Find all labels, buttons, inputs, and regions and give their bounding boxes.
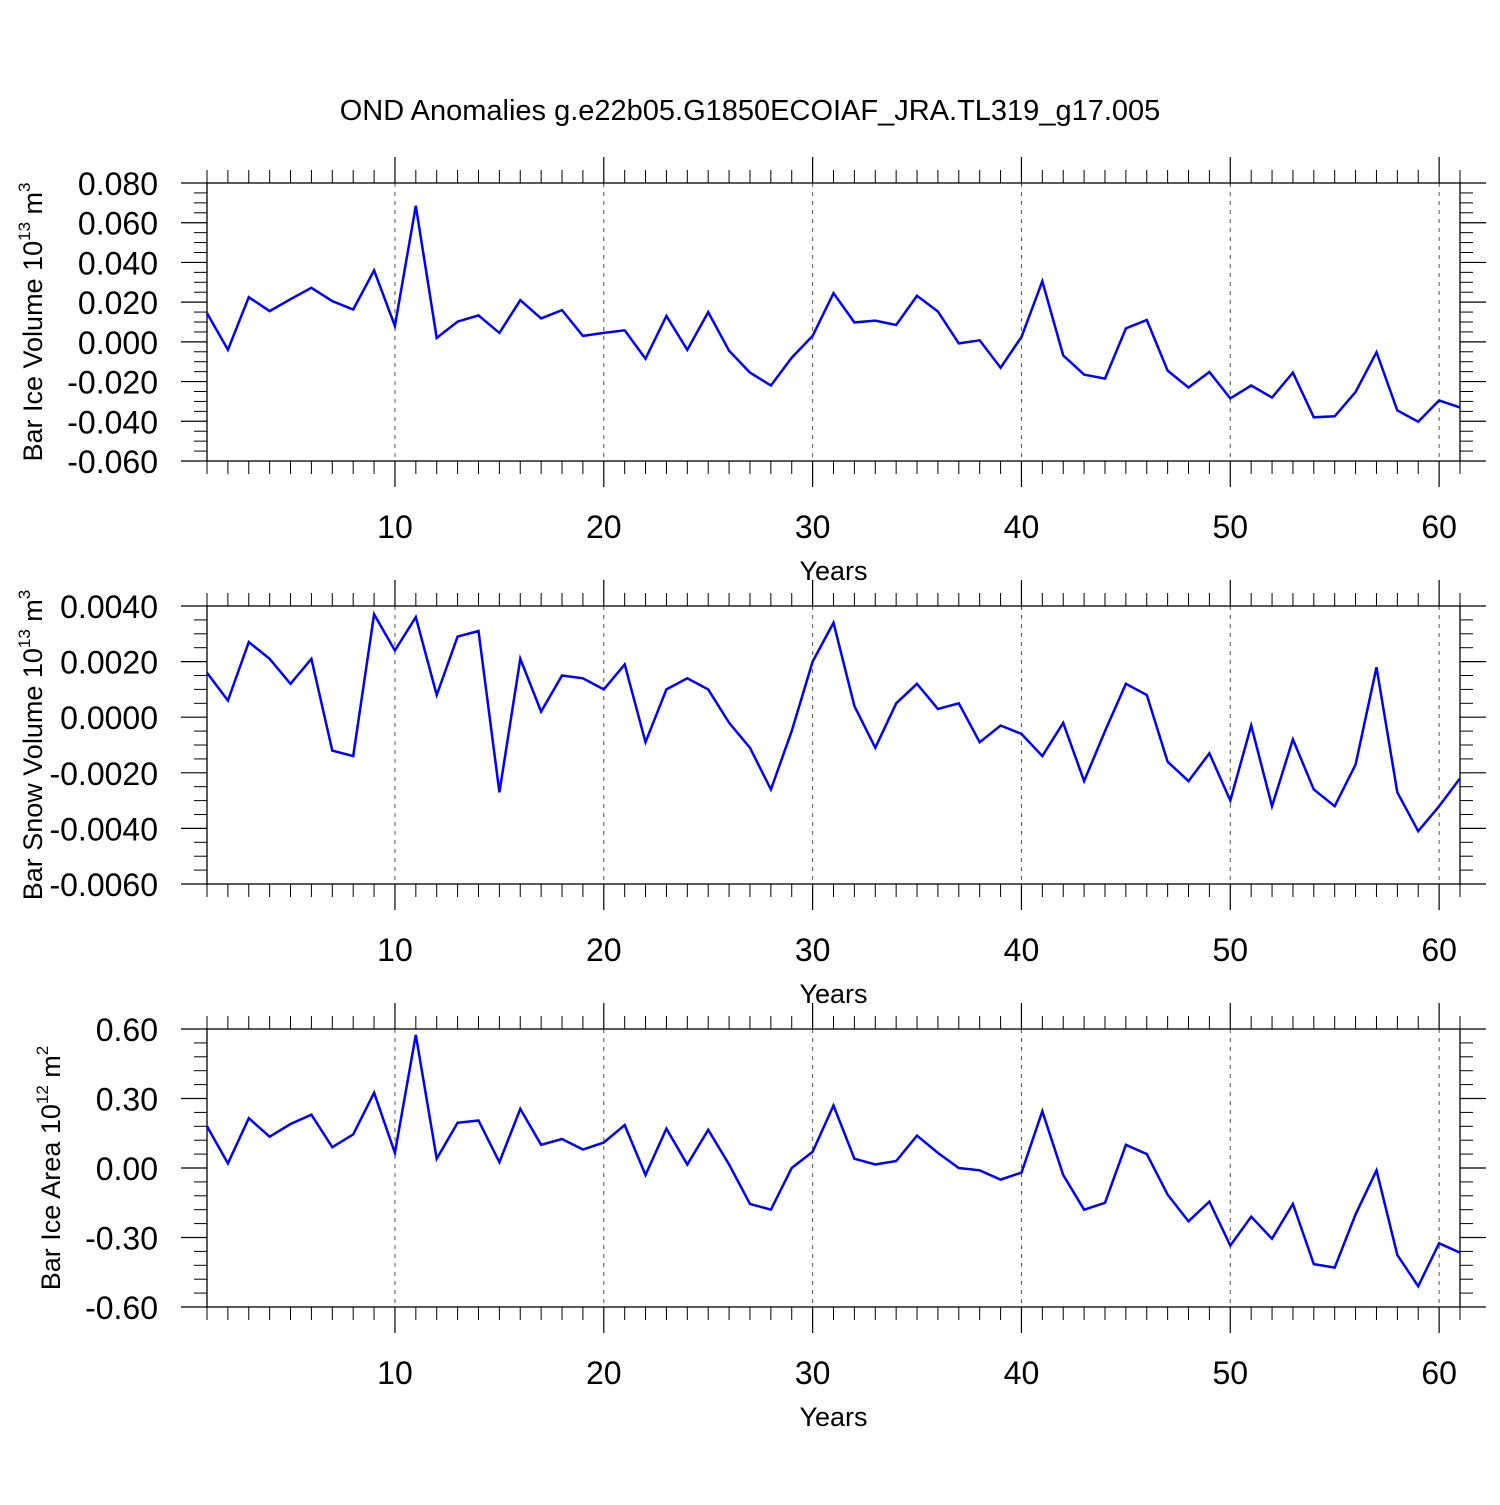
y-axis-title-part: Bar Snow Volume 10: [18, 648, 48, 900]
y-axis-title-part: m: [36, 1055, 66, 1085]
y-tick-label: 0.020: [78, 285, 158, 321]
panel-3: 10 20 30 40 50 60 -0.60 -0.30 0.00 0.30 0.60 Years B…: [33, 1003, 1486, 1432]
x-tick-label: 60: [1421, 1355, 1457, 1391]
plot-frame: [206, 605, 1461, 885]
x-tick-label: 30: [795, 509, 831, 545]
y-axis-title-part: Bar Ice Area 10: [36, 1104, 66, 1290]
y-tick-label: 0.30: [96, 1082, 158, 1118]
y-axis-title-part: m: [18, 599, 48, 629]
y-tick-label: -0.0020: [49, 756, 158, 792]
x-tick-label: 40: [1004, 1355, 1040, 1391]
chart-title: OND Anomalies g.e22b05.G1850ECOIAF_JRA.T…: [340, 95, 1161, 127]
panels: 10 20 30 40 50 60 -0.060 -0.040-0.020 0.000 0.020…: [15, 157, 1486, 1432]
data-line: [206, 610, 1461, 834]
x-axis-title: Years: [799, 1402, 867, 1432]
x-tick-label: 30: [795, 932, 831, 968]
x-tick-label: 50: [1212, 1355, 1248, 1391]
x-tick-label: 60: [1421, 509, 1457, 545]
x-tick-label: 50: [1212, 509, 1248, 545]
x-tick-label: 10: [377, 509, 413, 545]
x-tick-label: 10: [377, 1355, 413, 1391]
y-axis-title: Bar Ice Area 1012 m2: [33, 1046, 66, 1291]
plot-frame: [206, 1028, 1461, 1308]
x-axis-title: Years: [799, 556, 867, 586]
y-axis-title-part: 13: [15, 222, 34, 241]
y-tick-label: 0.040: [78, 245, 158, 281]
y-tick-label: 0.60: [96, 1012, 158, 1048]
y-axis-title: Bar Snow Volume 1013 m3: [15, 590, 48, 901]
y-tick-label: -0.020: [67, 365, 158, 401]
y-tick-label: 0.0000: [60, 700, 158, 736]
x-tick-label: 40: [1004, 932, 1040, 968]
y-axis-title-part: 3: [15, 182, 34, 191]
x-tick-label: 20: [586, 509, 622, 545]
y-tick-label: 0.00: [96, 1151, 158, 1187]
x-axis-title: Years: [799, 979, 867, 1009]
y-tick-label: -0.0060: [49, 867, 158, 903]
x-tick-label: 60: [1421, 932, 1457, 968]
y-tick-label: -0.040: [67, 404, 158, 440]
y-tick-label: -0.060: [67, 444, 158, 480]
y-tick-label: 0.060: [78, 206, 158, 242]
y-tick-label: 0.000: [78, 325, 158, 361]
x-tick-label: 20: [586, 932, 622, 968]
panel-2: 10 20 30 40 50 60 -0.0060 -0.0040 -0.0020 0.0000 0…: [15, 580, 1486, 1009]
x-tick-label: 50: [1212, 932, 1248, 968]
x-tick-label: 40: [1004, 509, 1040, 545]
plot-frame: [206, 182, 1461, 462]
y-axis-title-part: Bar Ice Volume 10: [18, 241, 48, 462]
x-tick-label: 20: [586, 1355, 622, 1391]
y-tick-label: 0.080: [78, 166, 158, 202]
y-tick-label: -0.30: [85, 1221, 158, 1257]
panel-1: 10 20 30 40 50 60 -0.060 -0.040-0.020 0.000 0.020…: [15, 157, 1486, 586]
data-line: [205, 1034, 1461, 1289]
y-tick-label: 0.0040: [60, 589, 158, 625]
y-tick-label: -0.60: [85, 1290, 158, 1326]
y-tick-label: 0.0020: [60, 645, 158, 681]
y-axis-title-part: m: [18, 192, 48, 222]
x-tick-label: 30: [795, 1355, 831, 1391]
y-tick-label: -0.0040: [49, 811, 158, 847]
y-axis-title-part: 2: [33, 1046, 52, 1055]
x-tick-label: 10: [377, 932, 413, 968]
y-axis-title: Bar Ice Volume 1013 m3: [15, 182, 48, 461]
y-axis-title-part: 3: [15, 590, 34, 599]
y-axis-title-part: 12: [33, 1085, 52, 1104]
data-line: [205, 205, 1461, 424]
y-axis-title-part: 13: [15, 629, 34, 648]
